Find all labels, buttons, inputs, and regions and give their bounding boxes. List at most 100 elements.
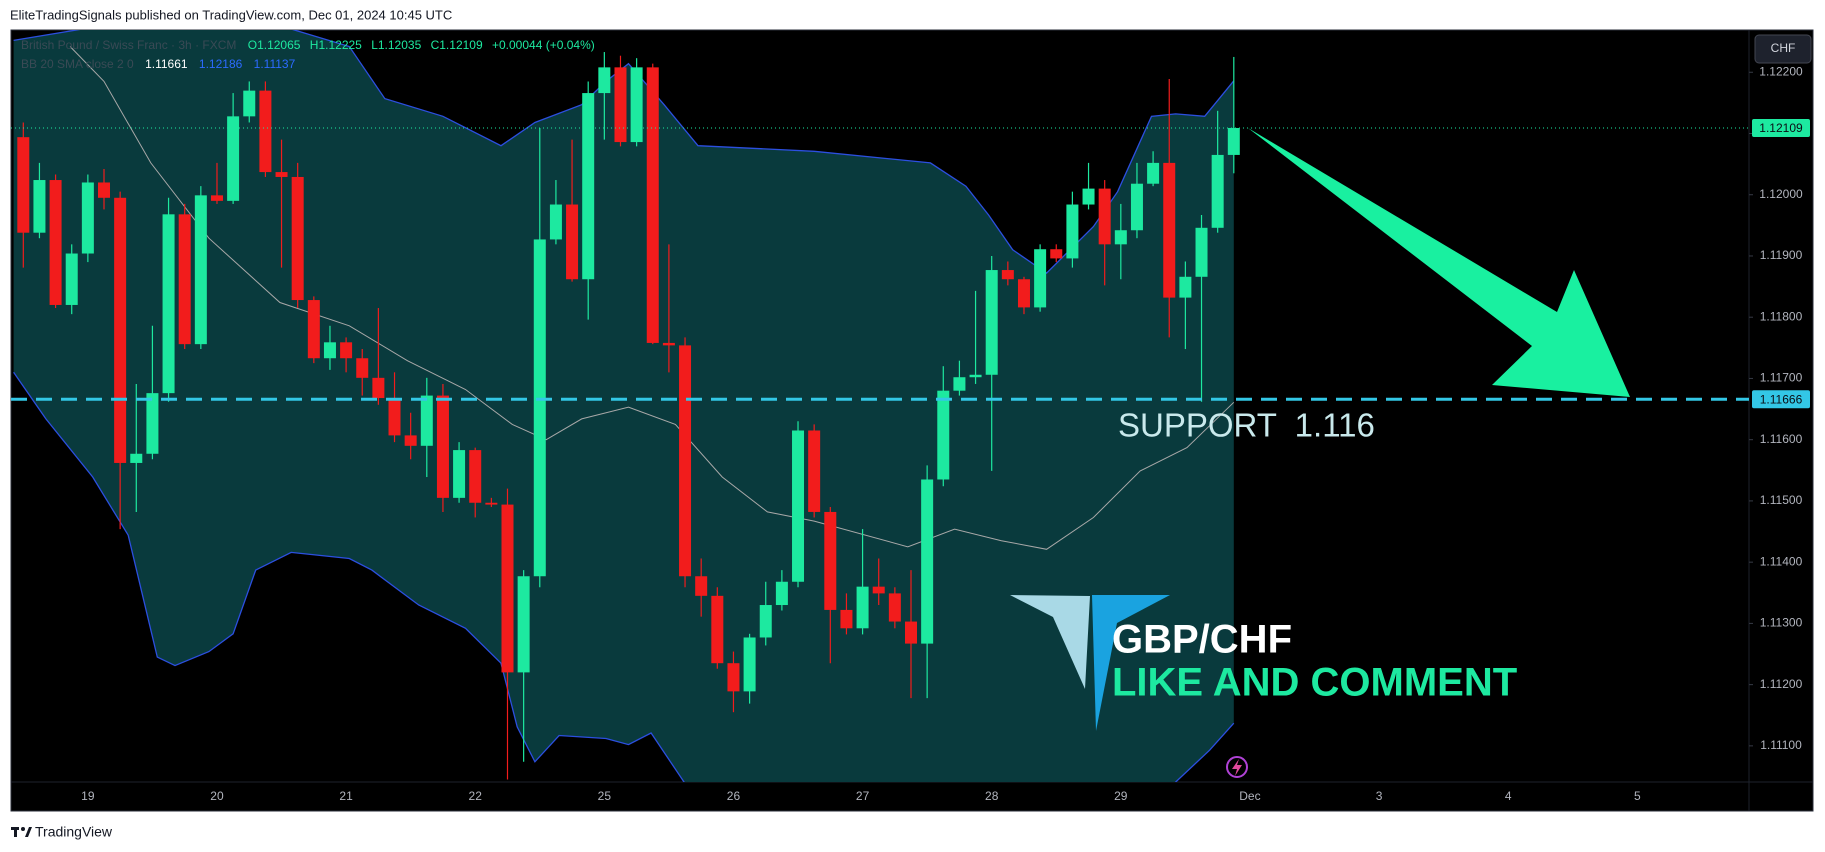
- indicator-upper: 1.12186: [199, 57, 243, 71]
- candle-body: [1227, 127, 1240, 155]
- candle-body: [243, 90, 256, 117]
- candle-body: [33, 180, 46, 233]
- y-tick-label: 1.11800: [1760, 309, 1803, 323]
- candle-body: [533, 239, 546, 577]
- candle-body: [1211, 154, 1224, 228]
- legend-open: O1.12065: [248, 38, 301, 52]
- y-tick-label: 1.11100: [1760, 738, 1802, 752]
- arrow: [1248, 128, 1630, 397]
- currency-label[interactable]: CHF: [1771, 41, 1796, 55]
- currency-button[interactable]: [1754, 34, 1812, 64]
- cta-label: LIKE AND COMMENT: [1112, 661, 1517, 705]
- candle-body: [227, 116, 240, 201]
- candle-body: [323, 342, 336, 359]
- x-tick-label: 21: [339, 789, 353, 803]
- legend-line: British Pound / Swiss Franc · 3h · FXCM …: [21, 38, 595, 52]
- footer-logo: [11, 827, 32, 837]
- candle-body: [1195, 227, 1208, 277]
- candle-body: [469, 450, 482, 503]
- candle-body: [888, 593, 901, 622]
- candle-body: [711, 595, 724, 664]
- candle-body: [679, 345, 692, 577]
- candle-body: [453, 450, 466, 498]
- candle-body: [824, 511, 837, 610]
- candle-body: [162, 214, 175, 394]
- candle-body: [17, 137, 30, 233]
- price-label-bg: [1752, 390, 1810, 409]
- plot: [13, 30, 1240, 782]
- candle-body: [646, 67, 659, 343]
- candle-body: [275, 172, 288, 177]
- bollinger-lower: [13, 371, 1235, 782]
- candle-body: [65, 253, 78, 305]
- x-tick-label: 28: [985, 789, 999, 803]
- bollinger-upper: [13, 30, 1235, 274]
- x-tick-label: 27: [856, 789, 870, 803]
- candle-body: [808, 430, 821, 512]
- legend-high: H1.12225: [310, 38, 362, 52]
- legend-change: +0.00044 (+0.04%): [492, 38, 595, 52]
- x-tick-label: 26: [727, 789, 741, 803]
- candle-body: [98, 182, 110, 198]
- y-tick-label: 1.11300: [1760, 616, 1803, 630]
- candle-body: [614, 67, 627, 143]
- alert-icon[interactable]: [1226, 756, 1248, 778]
- price-label-bg: [1752, 118, 1810, 137]
- axes: 1.11100 1.11200 1.11300 1.11400 1.11500 1.116…: [81, 64, 1803, 803]
- x-tick-label: 3: [1376, 789, 1383, 803]
- alert-bolt: [1232, 759, 1242, 776]
- candle-body: [178, 214, 191, 345]
- candle-body: [759, 605, 772, 638]
- candle-body: [695, 576, 708, 596]
- candle-body: [985, 270, 998, 375]
- candle-body: [372, 377, 385, 399]
- candle-body: [1163, 162, 1176, 298]
- candle-body: [1066, 204, 1079, 259]
- candle-body: [630, 67, 643, 143]
- candle-body: [485, 502, 498, 505]
- candle-body: [872, 586, 885, 594]
- candle-body: [114, 197, 127, 463]
- indicator-basis: 1.11661: [145, 57, 188, 71]
- candle-body: [1082, 188, 1095, 205]
- candle-body: [420, 395, 433, 446]
- candle-body: [210, 195, 223, 201]
- candle-body: [743, 637, 756, 692]
- candle-body: [1017, 279, 1030, 308]
- candle-body: [937, 390, 950, 480]
- candle-body: [291, 176, 304, 301]
- candle-body: [340, 342, 353, 359]
- x-tick-label: Dec: [1239, 789, 1260, 803]
- candle-body: [388, 398, 401, 436]
- indicator-lower: 1.11137: [254, 57, 296, 71]
- candle-body: [856, 586, 869, 629]
- y-tick-label: 1.12000: [1759, 187, 1803, 201]
- candle-body: [921, 479, 934, 644]
- legend-indicator: BB 20 SMA close 2 0 1.11661 1.12186 1.11…: [21, 57, 296, 71]
- candle-body: [582, 93, 595, 280]
- logo-right: [1092, 595, 1170, 731]
- pair-label: GBP/CHF: [1112, 618, 1292, 662]
- y-tick-label: 1.11500: [1760, 493, 1803, 507]
- y-tick-label: 1.11900: [1760, 248, 1803, 262]
- x-tick-label: 4: [1505, 789, 1512, 803]
- candle-body: [130, 453, 143, 463]
- candle-body: [969, 374, 982, 378]
- candle-body: [840, 609, 853, 629]
- candle-body: [436, 395, 449, 498]
- legend-low: L1.12035: [371, 38, 421, 52]
- candle-body: [1130, 183, 1143, 231]
- candle-body: [1034, 249, 1047, 308]
- x-tick-label: 20: [210, 789, 224, 803]
- candle-body: [1050, 249, 1063, 259]
- bollinger-basis: [69, 46, 1235, 550]
- candle-body: [501, 504, 514, 673]
- y-tick-label: 1.11700: [1760, 371, 1803, 385]
- price-label: 1.11666: [1760, 392, 1803, 406]
- x-tick-label: 25: [598, 789, 612, 803]
- candle-body: [49, 180, 62, 305]
- candle-body: [1001, 270, 1014, 280]
- candle-body: [1147, 162, 1160, 184]
- logo-left: [1010, 595, 1090, 689]
